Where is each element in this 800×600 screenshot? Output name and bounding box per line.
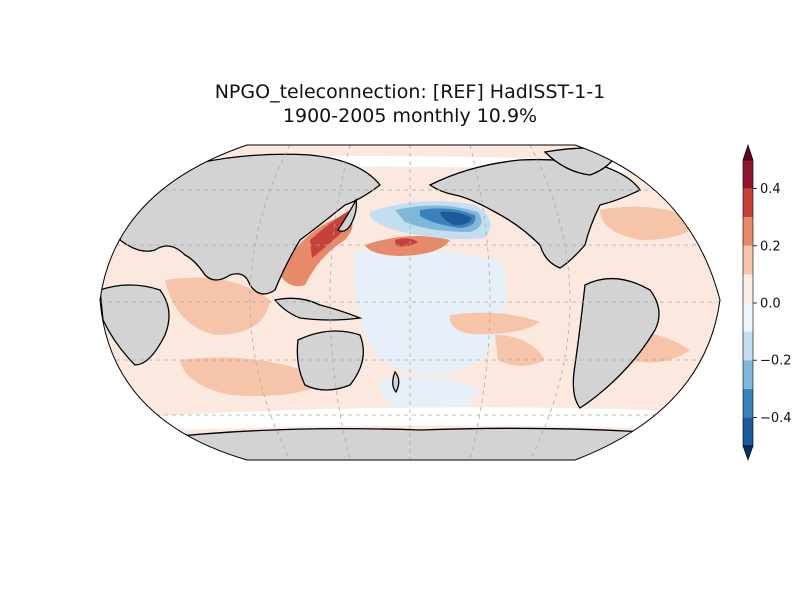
land-south-america (572, 277, 660, 409)
anomaly-region-southeast-pacific (495, 335, 545, 366)
anomaly-region-central-pacific (354, 248, 507, 375)
colorbar-segment (743, 188, 753, 218)
colorbar-segment (743, 160, 753, 189)
colorbar: 0.4 0.2 0.0 −0.2 −0.4 (742, 144, 792, 461)
land-maritime-continent (273, 297, 363, 321)
anomaly-region-north-atlantic (600, 206, 700, 240)
colorbar-tick-label: 0.2 (760, 239, 781, 254)
colorbar-segment (743, 217, 753, 246)
colorbar-tick-label: −0.4 (760, 411, 792, 426)
colorbar-segments (743, 160, 753, 446)
graticule (100, 145, 720, 460)
land-new-zealand (392, 370, 400, 394)
anomaly-region-alaska-negative-core (440, 211, 472, 226)
colorbar-segment (743, 303, 753, 332)
colorbar-tick-label: 0.0 (760, 297, 781, 312)
globe-outline (99, 144, 721, 461)
anomaly-region-japan-coast (310, 210, 352, 258)
colorbar-tick-label: −0.2 (760, 354, 792, 369)
land-eurasia (119, 153, 381, 295)
anomaly-region-south-pacific (380, 376, 480, 415)
colorbar-segment (743, 417, 753, 446)
land-australia (296, 330, 364, 391)
colorbar-segment (743, 245, 753, 275)
colorbar-segment (743, 360, 753, 389)
anomaly-region-equatorial-east-pacific (449, 312, 540, 335)
anomaly-region-indian-ocean (165, 277, 270, 335)
map-title-line2: 1900-2005 monthly 10.9% (282, 105, 538, 127)
colorbar-segment (743, 274, 753, 303)
colorbar-segment (743, 331, 753, 361)
colorbar-segment (743, 388, 753, 418)
anomaly-region-south-indian (180, 357, 330, 396)
anomaly-region-north-pacific-warm-core (395, 238, 418, 247)
colorbar-extend-bottom (742, 445, 754, 461)
map-title-line1: NPGO_teleconnection: [REF] HadISST-1-1 (214, 81, 606, 103)
land-africa (100, 284, 170, 366)
land-japan (337, 198, 358, 232)
colorbar-ticks: 0.4 0.2 0.0 −0.2 −0.4 (753, 182, 792, 426)
colorbar-tick-label: 0.4 (760, 182, 781, 197)
colorbar-extend-top (742, 144, 754, 161)
